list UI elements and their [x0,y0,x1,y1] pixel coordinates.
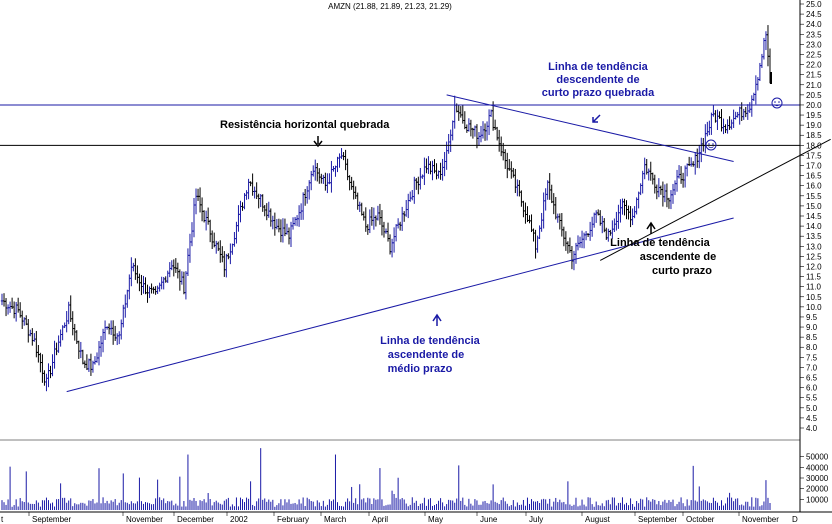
price-tick-label: 9.5 [806,313,818,322]
price-tick-label: 24.0 [806,20,822,29]
time-label: May [428,515,443,524]
trend-lines [0,94,831,393]
short-trend-line2: ascendente de [640,251,716,263]
price-tick-label: 18.5 [806,131,822,140]
annotation-resistance: Resistência horizontal quebrada [220,119,390,148]
price-tick-label: 13.0 [806,242,822,251]
price-tick-label: 20.0 [806,101,822,110]
price-tick-label: 4.0 [806,424,818,433]
resistance-label: Resistência horizontal quebrada [220,119,390,131]
price-tick-label: 23.0 [806,40,822,49]
price-tick-label: 15.5 [806,192,822,201]
short-trend-line1: Linha de tendência [610,237,711,249]
time-label: D [792,515,798,524]
resistance-arrow-icon [313,136,323,148]
volume-tick-label: 50000 [806,453,829,462]
price-tick-label: 10.5 [806,293,822,302]
price-tick-label: 19.5 [806,111,822,120]
time-label: December [177,515,214,524]
price-tick-label: 25.0 [806,0,822,9]
short-trend-line [599,138,831,261]
time-label: March [324,515,346,524]
short-trend-line3: curto prazo [652,265,712,277]
medium-trend-line1: Linha de tendência [380,335,481,347]
price-tick-label: 12.5 [806,252,822,261]
medium-trend-line2: ascendente de [388,349,464,361]
price-tick-label: 21.5 [806,71,822,80]
price-tick-label: 14.5 [806,212,822,221]
time-axis-labels: t September November December 2002 February Ma… [1,512,798,524]
price-tick-label: 23.5 [806,30,822,39]
price-tick-label: 12.0 [806,262,822,271]
price-tick-label: 19.0 [806,121,822,130]
price-tick-label: 11.5 [806,273,822,282]
price-tick-label: 7.5 [806,353,818,362]
price-tick-label: 8.5 [806,333,818,342]
short-trend-arrow-icon [646,221,656,234]
time-label: September [638,515,677,524]
volume-bars [1,448,771,510]
price-tick-label: 5.0 [806,404,818,413]
price-tick-label: 4.5 [806,414,818,423]
price-tick-label: 11.0 [806,283,822,292]
time-label: November [126,515,163,524]
time-label: August [585,515,611,524]
time-label: April [372,515,388,524]
price-tick-label: 5.5 [806,394,818,403]
price-tick-label: 22.5 [806,50,822,59]
price-tick-label: 20.5 [806,91,822,100]
time-label: September [32,515,71,524]
chart-title: AMZN (21.88, 21.89, 21.23, 21.29) [328,2,452,11]
volume-tick-label: 40000 [806,463,829,472]
price-tick-label: 21.0 [806,81,822,90]
descending-trend-line [446,94,734,162]
price-tick-label: 16.0 [806,182,822,191]
price-tick-label: 24.5 [806,10,822,19]
descending-arrow-icon [592,114,601,123]
price-tick-label: 6.5 [806,374,818,383]
price-tick-label: 9.0 [806,323,818,332]
annotation-descending-trend: Linha de tendência descendente de curto … [542,61,655,123]
annotation-medium-trend: Linha de tendência ascendente de médio p… [380,313,481,375]
price-tick-label: 13.5 [806,232,822,241]
price-tick-label: 8.0 [806,343,818,352]
volume-tick-label: 20000 [806,485,829,494]
descending-trend-line1: Linha de tendência [548,61,649,73]
price-axis-ticks: 25.024.524.023.523.022.5 22.021.521.020.5… [800,0,822,433]
medium-trend-arrow-icon [432,313,442,326]
price-tick-label: 15.0 [806,202,822,211]
time-label: June [480,515,498,524]
time-label: October [686,515,715,524]
medium-trend-line [66,217,734,393]
volume-tick-label: 30000 [806,474,829,483]
price-tick-label: 6.0 [806,384,818,393]
volume-tick-label: 10000 [806,495,829,504]
price-bars [0,25,772,392]
time-label: November [742,515,779,524]
time-label: July [529,515,543,524]
price-tick-label: 16.5 [806,172,822,181]
price-tick-label: 7.0 [806,363,818,372]
time-label: t [1,515,4,524]
smiley-icon [705,139,717,151]
price-tick-label: 17.5 [806,151,822,160]
time-label: 2002 [230,515,248,524]
time-label: February [277,515,309,524]
descending-trend-line3: curto prazo quebrada [542,87,655,99]
price-tick-label: 17.0 [806,162,822,171]
annotation-short-trend: Linha de tendência ascendente de curto p… [610,221,716,277]
medium-trend-line3: médio prazo [388,363,453,375]
price-tick-label: 18.0 [806,141,822,150]
descending-trend-line2: descendente de [556,74,639,86]
price-tick-label: 22.0 [806,61,822,70]
price-tick-label: 14.0 [806,222,822,231]
price-tick-label: 10.0 [806,303,822,312]
smiley-icon [771,97,783,109]
